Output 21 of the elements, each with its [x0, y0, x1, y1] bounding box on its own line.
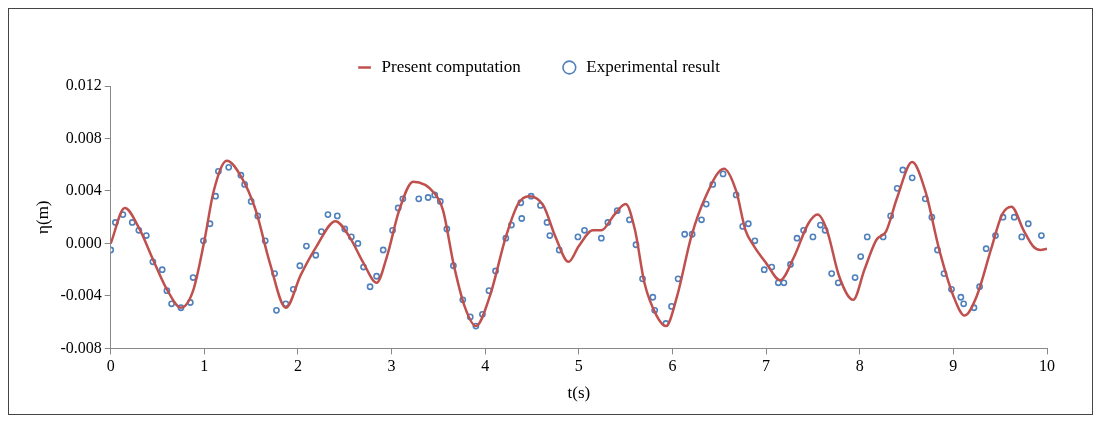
- y-tick-label: -0.008: [60, 338, 102, 356]
- x-tick-label: 3: [387, 357, 396, 375]
- x-axis-title: t(s): [567, 383, 591, 403]
- y-axis-title: η(m): [32, 200, 52, 234]
- x-tick-label: 0: [106, 357, 115, 375]
- x-tick-label: 6: [668, 357, 677, 375]
- x-tick-label: 8: [855, 357, 864, 375]
- y-tick-label: 0.000: [65, 233, 102, 251]
- x-tick-label: 7: [762, 357, 771, 375]
- x-tick-label: 4: [481, 357, 490, 375]
- x-tick-label: 2: [293, 357, 302, 375]
- x-tick-label: 5: [574, 357, 583, 375]
- y-tick-label: -0.004: [60, 286, 102, 304]
- legend-label: Experimental result: [586, 56, 721, 76]
- legend-label: Present computation: [381, 56, 522, 76]
- x-tick-label: 9: [949, 357, 958, 375]
- y-tick-label: 0.012: [65, 76, 102, 94]
- y-tick-label: 0.008: [65, 128, 102, 146]
- x-tick-label: 1: [200, 357, 209, 375]
- y-tick-label: 0.004: [65, 181, 102, 199]
- x-tick-label: 10: [1039, 357, 1055, 375]
